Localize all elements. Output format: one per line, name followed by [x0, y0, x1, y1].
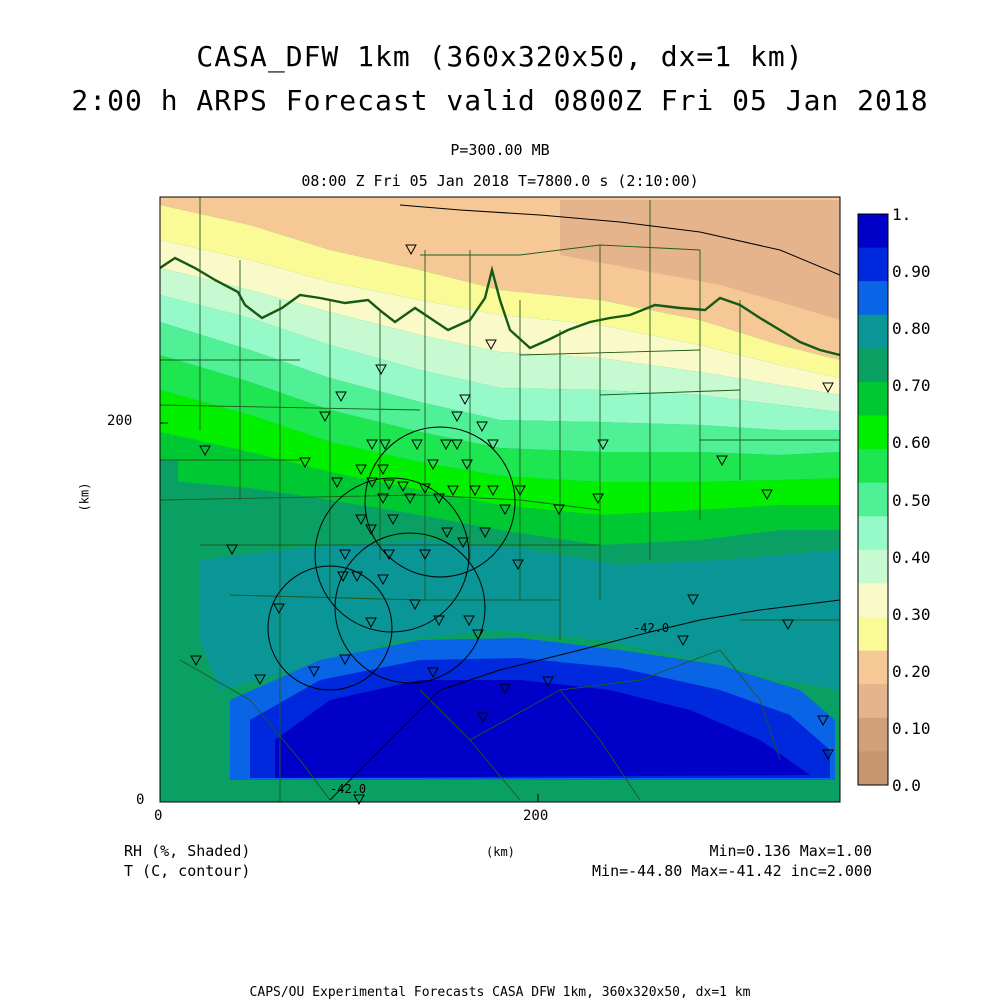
y-axis-label: (km)	[77, 482, 92, 512]
colorbar-label: 0.0	[892, 776, 921, 795]
x-axis-label: (km)	[486, 845, 515, 859]
temperature-contours	[329, 204, 840, 801]
colorbar	[857, 213, 889, 786]
plot-title-line1: CASA_DFW 1km (360x320x50, dx=1 km)	[196, 40, 804, 73]
colorbar-swatch	[858, 449, 888, 484]
colorbar-label: 0.70	[892, 376, 931, 396]
colorbar-label: 0.90	[892, 262, 931, 282]
colorbar-swatch	[858, 314, 888, 349]
x-tick-0: 0	[154, 808, 163, 824]
rh-shading	[160, 197, 840, 802]
y-tick-0: 0	[136, 792, 145, 808]
colorbar-swatch	[858, 247, 888, 282]
station-markers	[190, 244, 834, 806]
colorbar-label: 0.60	[892, 433, 931, 453]
colorbar-swatch	[858, 650, 888, 685]
colorbar-swatch	[858, 482, 888, 517]
colorbar-swatch	[858, 214, 888, 249]
colorbar-swatch	[858, 617, 888, 652]
colorbar-label: 0.20	[892, 661, 931, 681]
county-boundaries	[160, 197, 840, 802]
pressure-level: P=300.00 MB	[450, 141, 550, 159]
valid-time-line: 08:00 Z Fri 05 Jan 2018 T=7800.0 s (2:10…	[301, 172, 699, 190]
colorbar-swatch	[858, 281, 888, 316]
colorbar-swatch	[858, 717, 888, 752]
colorbar-swatch	[858, 684, 888, 719]
colorbar-label: 0.30	[892, 604, 931, 624]
credit-line: CAPS/OU Experimental Forecasts CASA DFW …	[249, 985, 751, 1000]
colorbar-swatch	[858, 751, 888, 786]
field-rh-label: RH (%, Shaded)	[124, 842, 251, 860]
radar-range-rings	[267, 426, 516, 691]
temp-stats: Min=-44.80 Max=-41.42 inc=2.000	[592, 862, 872, 880]
colorbar-swatch	[858, 381, 888, 417]
colorbar-swatch	[858, 583, 888, 618]
colorbar-label: 0.80	[892, 319, 931, 339]
colorbar-label: 1.	[892, 205, 912, 224]
colorbar-swatch	[858, 549, 888, 584]
contour-label-bottom: -42.0	[330, 782, 366, 796]
y-tick-200: 200	[107, 413, 133, 429]
axis-ticks	[160, 422, 539, 802]
state-border-red-river	[160, 256, 840, 357]
radar-ring	[334, 532, 486, 684]
field-temp-label: T (C, contour)	[124, 862, 251, 880]
x-tick-200: 200	[523, 808, 549, 824]
colorbar-label: 0.50	[892, 490, 931, 510]
contour-label-mid: -42.0	[633, 621, 669, 635]
colorbar-swatch	[858, 348, 888, 383]
colorbar-frame	[857, 213, 889, 786]
colorbar-swatch	[858, 415, 888, 450]
map-frame	[159, 196, 841, 803]
radar-ring	[267, 565, 393, 691]
plot-title-line2: 2:00 h ARPS Forecast valid 0800Z Fri 05 …	[71, 84, 929, 117]
colorbar-label: 0.10	[892, 718, 931, 738]
radar-ring	[364, 426, 516, 578]
colorbar-swatch	[858, 516, 888, 551]
rh-stats: Min=0.136 Max=1.00	[709, 842, 872, 860]
colorbar-label: 0.40	[892, 547, 931, 567]
